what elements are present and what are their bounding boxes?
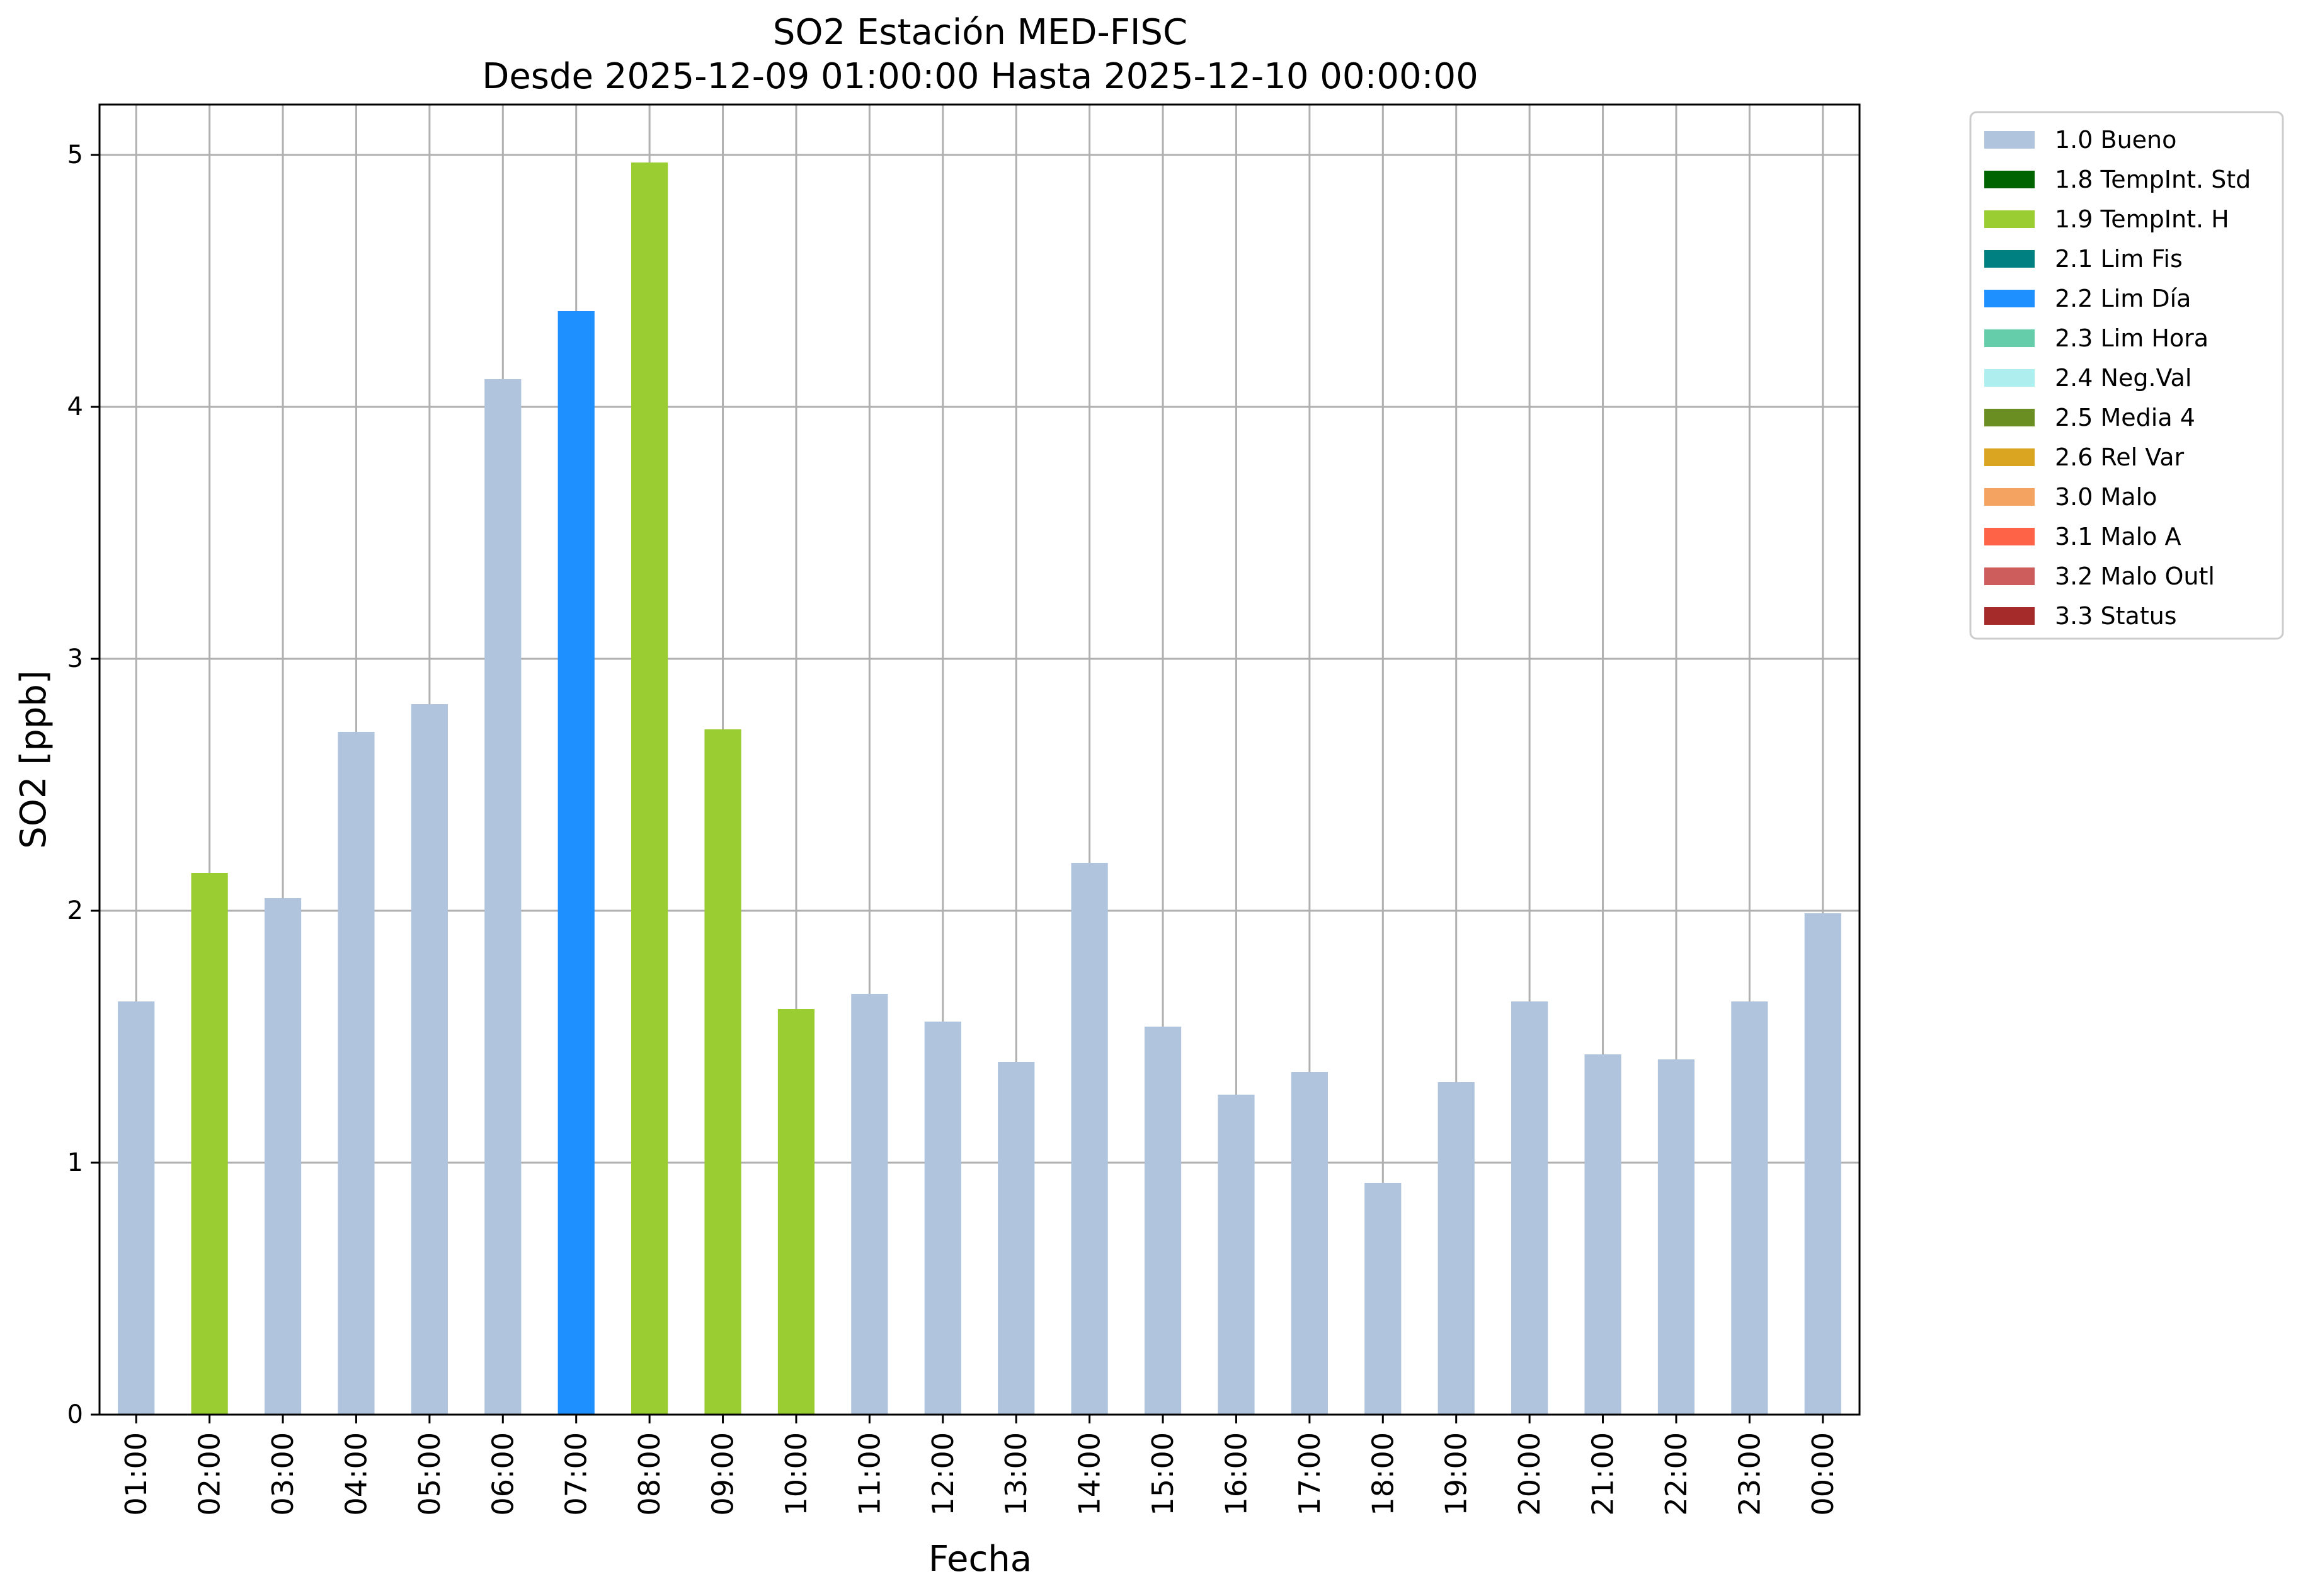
legend: 1.0 Bueno 1.8 TempInt. Std 1.9 TempInt. H 2… bbox=[1969, 111, 2284, 640]
legend-swatch bbox=[1984, 329, 2035, 347]
legend-swatch bbox=[1984, 210, 2035, 228]
legend-label: 3.0 Malo bbox=[2055, 483, 2157, 511]
bar bbox=[1144, 1027, 1182, 1415]
chart-title-line2: Desde 2025-12-09 01:00:00 Hasta 2025-12-… bbox=[482, 56, 1478, 97]
legend-swatch bbox=[1984, 448, 2035, 466]
legend-label: 2.2 Lim Día bbox=[2055, 285, 2191, 312]
x-tick-label: 10:00 bbox=[779, 1432, 813, 1516]
bar bbox=[1071, 863, 1108, 1415]
y-axis-label: SO2 [ppb] bbox=[13, 670, 54, 848]
bar bbox=[924, 1022, 961, 1415]
legend-swatch bbox=[1984, 488, 2035, 506]
x-tick-label: 13:00 bbox=[999, 1432, 1033, 1516]
legend-swatch bbox=[1984, 528, 2035, 545]
y-tick-label: 1 bbox=[67, 1148, 83, 1177]
legend-label: 2.5 Media 4 bbox=[2055, 404, 2195, 431]
x-tick-label: 00:00 bbox=[1806, 1432, 1840, 1516]
x-tick-label: 16:00 bbox=[1219, 1432, 1253, 1516]
legend-box bbox=[1969, 111, 2284, 640]
x-tick-label: 19:00 bbox=[1439, 1432, 1473, 1516]
x-tick-label: 06:00 bbox=[486, 1432, 520, 1516]
legend-swatch bbox=[1984, 290, 2035, 307]
x-axis-label: Fecha bbox=[929, 1539, 1032, 1580]
plot-frame bbox=[98, 103, 1861, 1416]
legend-label: 1.0 Bueno bbox=[2055, 126, 2176, 154]
legend-label: 1.8 TempInt. Std bbox=[2055, 166, 2251, 193]
x-tick-label: 22:00 bbox=[1659, 1432, 1693, 1516]
x-tick-label: 04:00 bbox=[339, 1432, 373, 1516]
y-tick-label: 2 bbox=[67, 896, 83, 925]
legend-label: 1.9 TempInt. H bbox=[2055, 205, 2229, 233]
x-tick-label: 01:00 bbox=[119, 1432, 153, 1516]
bar bbox=[191, 873, 228, 1415]
bar bbox=[851, 994, 888, 1415]
x-tick-label: 20:00 bbox=[1512, 1432, 1546, 1516]
legend-swatch bbox=[1984, 567, 2035, 585]
x-axis-ticks: 01:00 02:00 03:00 04:00 05:00 06:00 07:00 08:00… bbox=[119, 1415, 1840, 1516]
legend-swatch bbox=[1984, 250, 2035, 268]
x-tick-label: 23:00 bbox=[1732, 1432, 1766, 1516]
bar bbox=[118, 1001, 155, 1415]
bar bbox=[1218, 1095, 1255, 1415]
y-tick-label: 0 bbox=[67, 1400, 83, 1429]
x-tick-label: 05:00 bbox=[413, 1432, 447, 1516]
legend-label: 2.4 Neg.Val bbox=[2055, 364, 2192, 392]
x-tick-label: 14:00 bbox=[1073, 1432, 1107, 1516]
legend-label: 3.2 Malo Outl bbox=[2055, 562, 2215, 590]
x-tick-label: 07:00 bbox=[559, 1432, 593, 1516]
x-tick-label: 09:00 bbox=[706, 1432, 740, 1516]
legend-swatch bbox=[1984, 409, 2035, 426]
x-tick-label: 12:00 bbox=[926, 1432, 960, 1516]
chart-title-line1: SO2 Estación MED-FISC bbox=[773, 12, 1187, 53]
bar bbox=[484, 379, 522, 1415]
y-axis-ticks: 0 1 2 3 4 5 bbox=[67, 140, 100, 1429]
bar bbox=[998, 1062, 1035, 1415]
legend-label: 2.3 Lim Hora bbox=[2055, 324, 2209, 352]
x-tick-label: 11:00 bbox=[852, 1432, 886, 1516]
x-tick-label: 15:00 bbox=[1146, 1432, 1180, 1516]
x-tick-label: 08:00 bbox=[632, 1432, 666, 1516]
bar bbox=[631, 162, 668, 1415]
legend-swatch bbox=[1984, 607, 2035, 625]
bar bbox=[338, 732, 375, 1415]
legend-label: 2.1 Lim Fis bbox=[2055, 245, 2183, 273]
x-tick-label: 21:00 bbox=[1586, 1432, 1620, 1516]
legend-swatch bbox=[1984, 369, 2035, 387]
bar bbox=[264, 898, 302, 1415]
legend-swatch bbox=[1984, 131, 2035, 149]
legend-label: 3.3 Status bbox=[2055, 602, 2177, 630]
bar bbox=[777, 1009, 815, 1415]
legend-label: 2.6 Rel Var bbox=[2055, 443, 2185, 471]
legend-label: 3.1 Malo A bbox=[2055, 523, 2181, 550]
x-tick-label: 02:00 bbox=[193, 1432, 227, 1516]
bar bbox=[1511, 1001, 1548, 1415]
bar bbox=[704, 729, 741, 1415]
x-tick-label: 17:00 bbox=[1293, 1432, 1327, 1516]
bar bbox=[1291, 1072, 1328, 1415]
bar bbox=[1437, 1082, 1475, 1415]
bar bbox=[1657, 1059, 1695, 1415]
y-tick-label: 3 bbox=[67, 644, 83, 673]
y-tick-label: 4 bbox=[67, 392, 83, 421]
bar bbox=[1364, 1183, 1402, 1415]
x-tick-label: 03:00 bbox=[266, 1432, 300, 1516]
bar bbox=[411, 704, 448, 1415]
y-tick-label: 5 bbox=[67, 140, 83, 169]
bar bbox=[1731, 1001, 1768, 1415]
x-tick-label: 18:00 bbox=[1366, 1432, 1400, 1516]
bars bbox=[118, 162, 1841, 1415]
bar bbox=[1804, 913, 1841, 1415]
bar bbox=[557, 311, 595, 1415]
bar bbox=[1584, 1054, 1621, 1415]
legend-swatch bbox=[1984, 171, 2035, 188]
